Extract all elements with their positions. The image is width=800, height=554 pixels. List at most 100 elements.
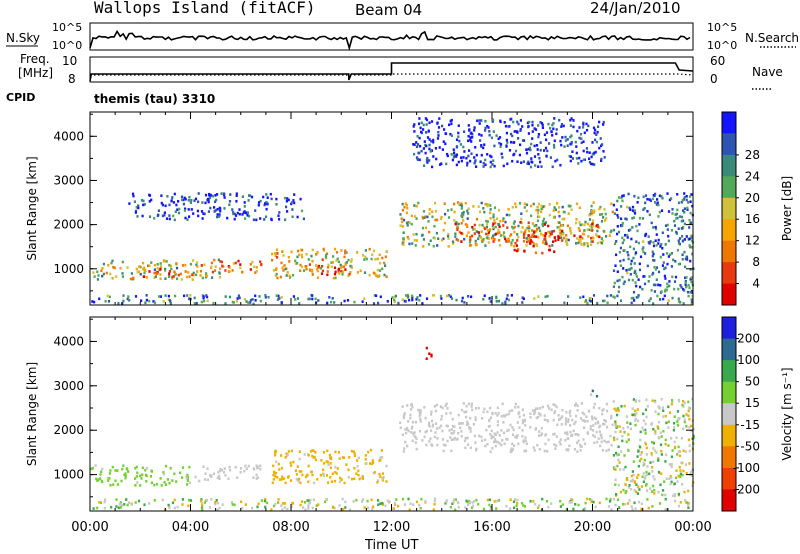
range-time-cell bbox=[616, 279, 619, 283]
range-time-cell bbox=[537, 209, 540, 212]
range-time-cell bbox=[283, 502, 286, 505]
range-time-cell bbox=[451, 417, 454, 421]
range-time-cell bbox=[127, 295, 130, 298]
colorbar-segment bbox=[722, 176, 736, 199]
range-time-cell bbox=[137, 206, 140, 210]
range-time-cell bbox=[416, 143, 420, 146]
range-time-cell bbox=[633, 481, 636, 484]
range-time-cell bbox=[344, 500, 347, 504]
range-time-cell bbox=[565, 507, 568, 511]
range-time-cell bbox=[542, 205, 545, 209]
range-time-cell bbox=[224, 269, 227, 272]
range-time-cell bbox=[385, 250, 388, 254]
range-time-cell bbox=[676, 248, 679, 252]
range-time-cell bbox=[362, 254, 365, 257]
range-time-cell bbox=[571, 157, 574, 160]
range-time-cell bbox=[670, 265, 673, 268]
range-time-cell bbox=[585, 415, 588, 418]
x-tick-label: 04:00 bbox=[172, 520, 209, 535]
range-time-cell bbox=[681, 483, 684, 486]
range-time-cell bbox=[466, 436, 469, 440]
range-time-cell bbox=[399, 421, 402, 425]
range-time-cell bbox=[290, 250, 293, 254]
range-time-cell bbox=[533, 297, 536, 300]
range-time-cell bbox=[632, 247, 635, 251]
range-time-cell bbox=[480, 144, 483, 147]
range-time-cell bbox=[219, 209, 222, 213]
range-time-cell bbox=[623, 280, 626, 284]
range-time-cell bbox=[630, 266, 633, 270]
range-time-cell bbox=[280, 296, 283, 299]
range-time-cell bbox=[668, 477, 671, 480]
range-time-cell bbox=[339, 476, 342, 480]
range-time-cell bbox=[492, 215, 495, 219]
range-time-cell bbox=[419, 413, 422, 416]
range-time-cell bbox=[579, 296, 582, 299]
range-time-cell bbox=[633, 212, 637, 215]
range-time-cell bbox=[582, 140, 585, 143]
range-time-cell bbox=[136, 215, 139, 218]
range-time-cell bbox=[438, 117, 441, 120]
range-time-cell bbox=[381, 501, 384, 505]
range-time-cell bbox=[550, 502, 553, 505]
range-time-cell bbox=[175, 262, 178, 266]
range-time-cell bbox=[522, 504, 525, 507]
range-time-cell bbox=[596, 301, 599, 305]
range-time-cell bbox=[441, 406, 444, 410]
range-time-cell bbox=[333, 272, 337, 276]
range-time-cell bbox=[100, 479, 103, 483]
range-time-cell bbox=[625, 415, 628, 418]
range-time-cell bbox=[275, 460, 278, 463]
range-time-cell bbox=[612, 269, 616, 272]
range-time-cell bbox=[658, 502, 662, 505]
range-time-cell bbox=[590, 240, 593, 243]
range-time-cell bbox=[632, 296, 635, 300]
range-time-cell bbox=[601, 239, 604, 243]
range-time-cell bbox=[506, 162, 509, 166]
range-time-cell bbox=[311, 248, 314, 252]
range-time-cell bbox=[436, 218, 439, 222]
range-time-cell bbox=[198, 479, 201, 483]
range-time-cell bbox=[156, 266, 159, 270]
range-time-cell bbox=[216, 213, 219, 216]
range-time-cell bbox=[473, 126, 476, 129]
range-time-cell bbox=[624, 483, 627, 487]
range-time-cell bbox=[560, 234, 563, 237]
range-time-cell bbox=[276, 298, 279, 301]
range-time-cell bbox=[569, 118, 572, 122]
range-time-cell bbox=[659, 245, 662, 248]
range-time-cell bbox=[643, 207, 646, 210]
range-time-cell bbox=[248, 214, 251, 218]
range-time-cell bbox=[539, 160, 542, 164]
range-time-cell bbox=[125, 498, 128, 501]
range-time-cell bbox=[259, 260, 262, 263]
range-time-cell bbox=[653, 492, 656, 495]
range-time-cell bbox=[622, 488, 625, 492]
range-time-cell bbox=[569, 124, 572, 127]
range-time-cell bbox=[651, 484, 655, 488]
range-time-cell bbox=[214, 200, 217, 203]
range-time-cell bbox=[676, 193, 679, 196]
range-time-cell bbox=[687, 414, 690, 418]
range-time-cell bbox=[165, 464, 168, 468]
range-time-cell bbox=[422, 123, 425, 127]
range-time-cell bbox=[243, 210, 246, 213]
range-time-cell bbox=[517, 442, 520, 446]
range-time-cell bbox=[296, 255, 299, 259]
range-time-cell bbox=[333, 266, 337, 270]
range-time-cell bbox=[99, 473, 102, 476]
range-time-cell bbox=[315, 264, 318, 268]
range-time-cell bbox=[457, 413, 460, 417]
range-time-cell bbox=[383, 261, 386, 265]
range-time-cell bbox=[572, 429, 575, 433]
range-time-cell bbox=[429, 437, 432, 440]
range-time-cell bbox=[521, 226, 524, 229]
range-time-cell bbox=[284, 218, 287, 222]
range-time-cell bbox=[171, 275, 174, 279]
colorbar-tick-label: -200 bbox=[733, 482, 760, 496]
range-time-cell bbox=[682, 209, 685, 212]
range-time-cell bbox=[231, 300, 234, 304]
range-time-cell bbox=[436, 137, 440, 140]
range-time-cell bbox=[195, 263, 198, 267]
range-time-cell bbox=[214, 500, 217, 504]
